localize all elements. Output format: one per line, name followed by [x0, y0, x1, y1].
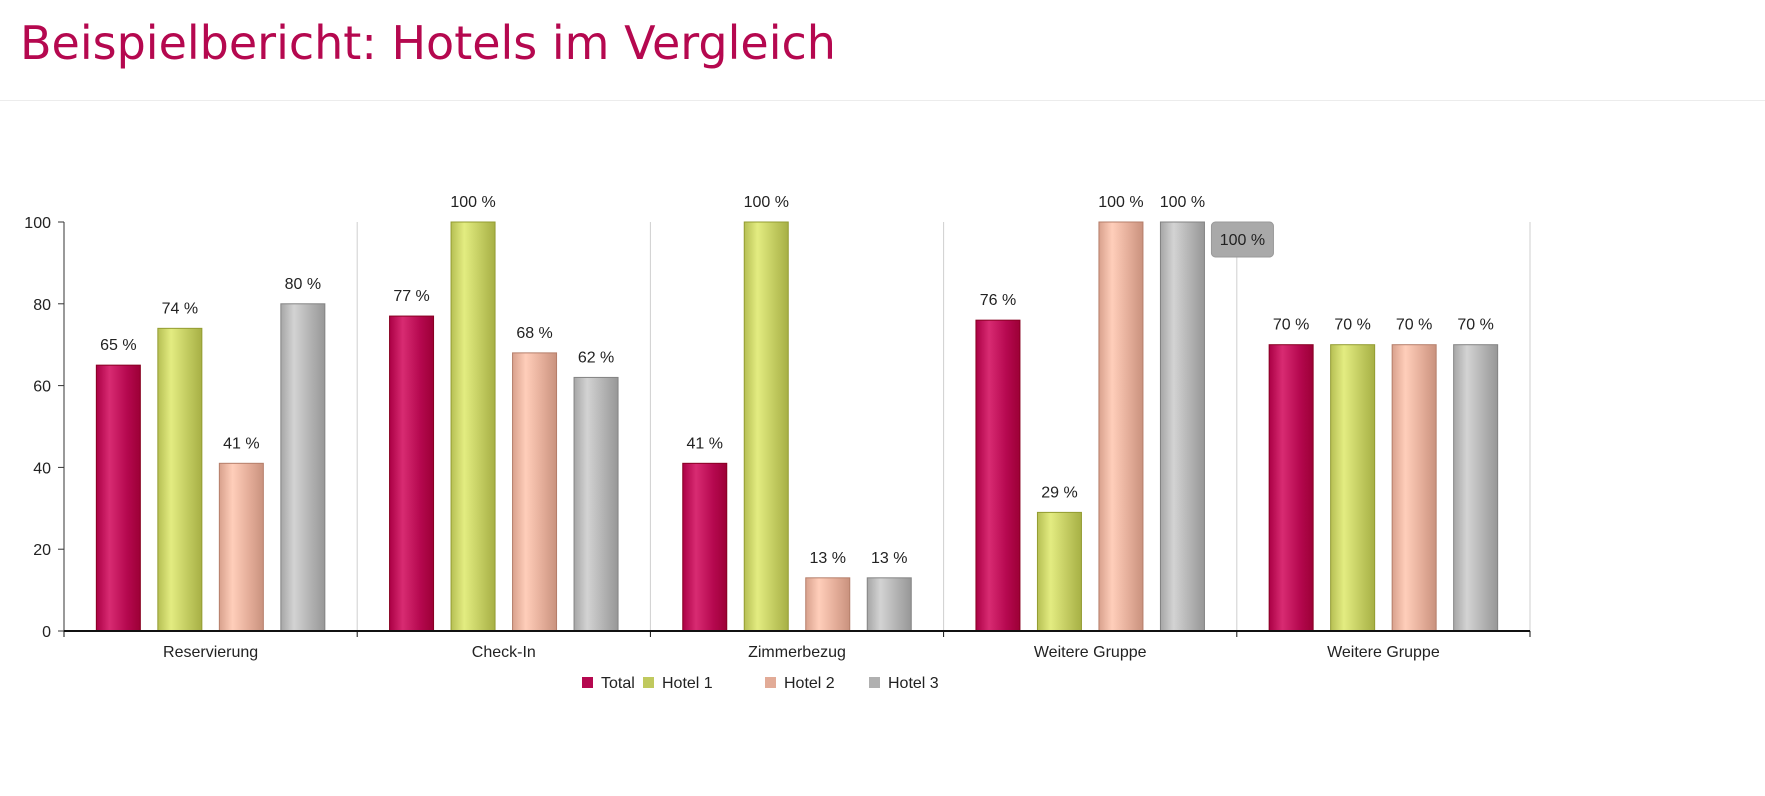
- legend-item-total[interactable]: Total: [582, 675, 635, 692]
- bar-hotel-2[interactable]: [218, 462, 264, 632]
- data-label: 100 %: [1098, 194, 1143, 211]
- report-header: Beispielbericht: Hotels im Vergleich: [0, 0, 1765, 101]
- category-label: Weitere Gruppe: [1327, 644, 1440, 661]
- legend-label: Hotel 1: [662, 675, 713, 692]
- bar-hotel-3[interactable]: [573, 376, 619, 632]
- bar-hotel-1[interactable]: [743, 221, 789, 632]
- data-label: 13 %: [810, 550, 846, 567]
- bar-total[interactable]: [389, 315, 435, 632]
- y-tick-label: 60: [33, 379, 51, 396]
- data-label: 41 %: [223, 435, 259, 452]
- bar-chart: 0 20 40 60 80 100 Reservierung Check-In Zimmerb…: [24, 194, 1531, 692]
- category-label: Zimmerbezug: [748, 644, 846, 661]
- bar-total[interactable]: [1268, 344, 1314, 632]
- bar-hotel-3[interactable]: [280, 303, 326, 632]
- bar-hotel-3[interactable]: [1159, 221, 1205, 632]
- bar-hotel-1[interactable]: [157, 327, 203, 632]
- bars-layer: [95, 221, 1499, 632]
- legend-label: Total: [601, 675, 635, 692]
- tooltip: 100 %: [1210, 221, 1274, 258]
- bar-total[interactable]: [682, 462, 728, 632]
- legend-item-hotel-2[interactable]: Hotel 2: [765, 675, 835, 692]
- chart-container: 0 20 40 60 80 100 Reservierung Check-In Zimmerb…: [0, 100, 1765, 791]
- bar-hotel-3[interactable]: [1453, 344, 1499, 632]
- data-label: 13 %: [871, 550, 907, 567]
- y-tick-label: 0: [42, 624, 51, 641]
- data-label: 76 %: [980, 292, 1016, 309]
- legend-swatch: [643, 677, 654, 688]
- labels-layer: Reservierung Check-In Zimmerbezug Weitere G…: [100, 194, 1494, 661]
- bar-hotel-2[interactable]: [1391, 344, 1437, 632]
- legend-label: Hotel 2: [784, 675, 835, 692]
- data-label: 62 %: [578, 349, 614, 366]
- bar-hotel-1[interactable]: [1036, 511, 1082, 632]
- bar-hotel-2[interactable]: [512, 352, 558, 632]
- legend-item-hotel-3[interactable]: Hotel 3: [869, 675, 939, 692]
- data-label: 100 %: [744, 194, 789, 211]
- data-label: 29 %: [1041, 484, 1077, 501]
- data-label: 70 %: [1396, 317, 1432, 334]
- legend-item-hotel-1[interactable]: Hotel 1: [643, 675, 713, 692]
- legend-swatch: [582, 677, 593, 688]
- legend: Total Hotel 1 Hotel 2 Hotel 3: [582, 675, 939, 692]
- y-tick-label: 100: [24, 215, 51, 232]
- data-label: 65 %: [100, 337, 136, 354]
- page-title: Beispielbericht: Hotels im Vergleich: [20, 16, 836, 70]
- data-label: 70 %: [1457, 317, 1493, 334]
- data-label: 74 %: [162, 300, 198, 317]
- data-label: 100 %: [1160, 194, 1205, 211]
- data-label: 70 %: [1273, 317, 1309, 334]
- grid-layer: [356, 222, 1531, 631]
- bar-total[interactable]: [95, 364, 141, 632]
- data-label: 41 %: [687, 435, 723, 452]
- y-tick-label: 40: [33, 460, 51, 477]
- tooltip-text: 100 %: [1220, 232, 1265, 249]
- data-label: 77 %: [393, 288, 429, 305]
- legend-label: Hotel 3: [888, 675, 939, 692]
- data-label: 80 %: [285, 276, 321, 293]
- y-tick-label: 20: [33, 542, 51, 559]
- bar-hotel-1[interactable]: [1330, 344, 1376, 632]
- data-label: 100 %: [450, 194, 495, 211]
- tooltip-box: [1210, 221, 1274, 258]
- legend-swatch: [869, 677, 880, 688]
- bar-hotel-2[interactable]: [805, 577, 851, 632]
- data-label: 70 %: [1334, 317, 1370, 334]
- bar-hotel-2[interactable]: [1098, 221, 1144, 632]
- data-label: 68 %: [516, 325, 552, 342]
- bar-hotel-3[interactable]: [866, 577, 912, 632]
- category-label: Weitere Gruppe: [1034, 644, 1147, 661]
- axis-layer: 0 20 40 60 80 100: [24, 215, 1531, 641]
- bar-hotel-1[interactable]: [450, 221, 496, 632]
- bar-total[interactable]: [975, 319, 1021, 632]
- y-tick-label: 80: [33, 297, 51, 314]
- category-label: Check-In: [472, 644, 536, 661]
- legend-swatch: [765, 677, 776, 688]
- category-label: Reservierung: [163, 644, 258, 661]
